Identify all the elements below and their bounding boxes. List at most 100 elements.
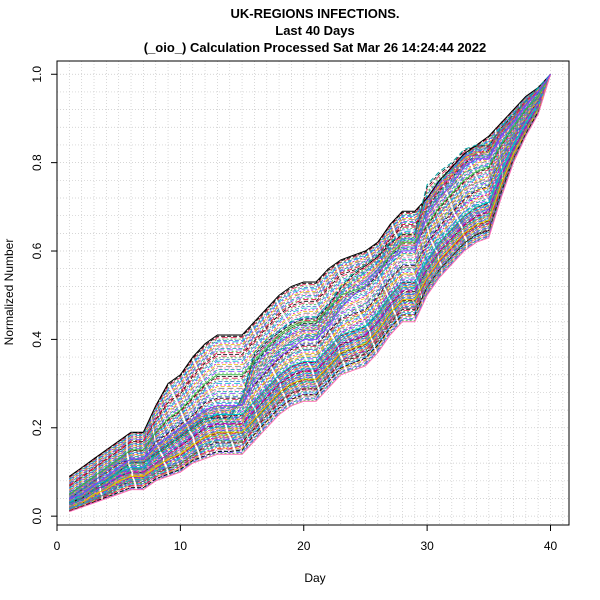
x-tick-label: 20 — [297, 539, 311, 553]
series-line — [69, 74, 551, 507]
series-line — [69, 74, 551, 494]
series-line — [69, 74, 551, 500]
series-line — [69, 74, 551, 513]
y-axis-label: Normalized Number — [2, 239, 16, 346]
series-line — [69, 74, 551, 510]
series-line — [69, 74, 551, 479]
series-line — [69, 74, 551, 503]
series-line — [69, 74, 551, 499]
series-line — [69, 74, 551, 502]
series-line — [69, 74, 551, 481]
y-tick-label: 0.4 — [30, 331, 44, 348]
series-line — [69, 74, 551, 500]
series-line — [69, 74, 551, 508]
y-tick-label: 0.8 — [30, 154, 44, 171]
series-line — [69, 74, 551, 504]
series-line — [69, 74, 551, 503]
x-tick-label: 10 — [174, 539, 188, 553]
series-line — [69, 74, 551, 508]
series-line — [69, 74, 551, 483]
grid — [57, 61, 569, 525]
series-line — [69, 74, 551, 510]
series-line — [69, 74, 551, 510]
series-line — [69, 74, 551, 500]
series-line — [69, 74, 551, 512]
series-line — [69, 74, 551, 503]
series-line — [69, 74, 551, 504]
series-line — [69, 74, 551, 512]
series-line — [69, 74, 551, 496]
series-line — [69, 74, 551, 510]
series-line — [69, 74, 551, 484]
series-lines — [69, 73, 551, 513]
series-line — [69, 74, 551, 507]
series-line — [69, 74, 551, 501]
series-line — [69, 74, 551, 511]
series-line — [69, 74, 551, 508]
series-line — [69, 74, 551, 487]
series-line — [69, 74, 551, 504]
series-line — [69, 74, 551, 479]
series-line — [69, 74, 551, 512]
series-line — [69, 74, 551, 488]
series-line — [69, 74, 551, 487]
series-line — [69, 74, 551, 502]
plot-frame — [56, 60, 570, 526]
series-line — [69, 74, 551, 508]
series-line — [69, 74, 551, 505]
series-line — [69, 74, 551, 501]
series-line — [69, 74, 551, 494]
series-line — [69, 74, 551, 490]
series-line — [69, 74, 551, 492]
x-axis-label: Day — [304, 571, 325, 585]
series-line — [69, 74, 551, 495]
x-tick-label: 40 — [544, 539, 558, 553]
series-line — [69, 74, 551, 508]
series-line — [69, 74, 551, 511]
series-line — [69, 74, 551, 478]
x-tick-label: 30 — [420, 539, 434, 553]
series-line — [69, 74, 551, 508]
series-line — [69, 74, 551, 492]
series-line — [69, 74, 551, 506]
series-line — [69, 74, 551, 500]
series-line — [69, 74, 551, 507]
series-line — [69, 74, 551, 504]
series-line — [69, 74, 551, 502]
series-line — [69, 74, 551, 500]
series-line — [69, 74, 551, 506]
series-line — [69, 74, 551, 496]
series-line — [69, 74, 551, 501]
series-line — [69, 74, 551, 511]
series-line — [69, 74, 551, 504]
series-line — [69, 74, 551, 483]
y-tick-label: 0.2 — [30, 419, 44, 436]
series-line — [69, 74, 551, 485]
series-line — [69, 74, 551, 498]
series-line — [69, 74, 551, 504]
chart-title-line-2: Last 40 Days — [275, 23, 355, 38]
series-line — [69, 74, 551, 499]
series-line — [69, 74, 551, 504]
series-line — [69, 74, 551, 508]
series-line — [69, 74, 551, 509]
series-line — [69, 74, 551, 498]
series-line — [69, 74, 551, 505]
series-line — [69, 74, 551, 480]
y-tick-label: 1.0 — [30, 66, 44, 83]
series-line — [69, 74, 551, 485]
series-line — [69, 74, 551, 493]
x-tick-label: 0 — [54, 539, 61, 553]
series-line — [69, 73, 551, 477]
series-line — [69, 74, 551, 509]
series-line — [69, 74, 551, 508]
series-line — [69, 74, 551, 504]
series-line — [69, 74, 551, 503]
series-line — [69, 74, 551, 508]
series-line — [69, 74, 551, 508]
series-line — [69, 74, 551, 499]
series-line — [69, 74, 551, 500]
series-line — [69, 74, 551, 482]
y-tick-label: 0.0 — [30, 507, 44, 524]
series-line — [69, 74, 551, 509]
